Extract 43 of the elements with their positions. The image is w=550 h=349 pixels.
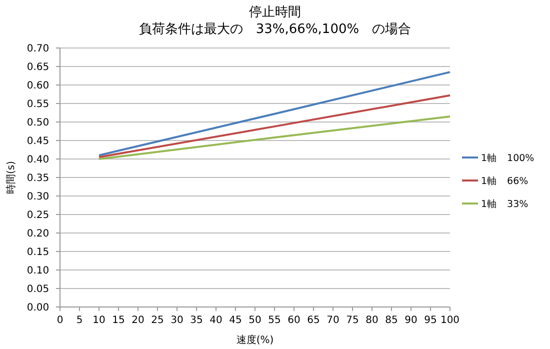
x-tick-label: 95 — [424, 315, 437, 326]
y-tick-label: 0.70 — [26, 44, 50, 54]
y-tick-label: 0.35 — [26, 173, 50, 184]
x-tick-label: 20 — [132, 315, 144, 326]
legend-label: 1軸 100% — [481, 152, 534, 164]
x-tick-label: 70 — [326, 315, 340, 326]
x-tick-label: 35 — [190, 315, 203, 326]
legend-label: 1軸 66% — [481, 174, 528, 187]
x-axis-title: 速度(%) — [236, 334, 274, 346]
x-tick-label: 100 — [440, 315, 460, 326]
y-tick-label: 0.05 — [26, 284, 50, 295]
x-tick-label: 55 — [268, 315, 281, 326]
y-tick-label: 0.45 — [26, 136, 50, 147]
x-tick-label: 50 — [248, 315, 262, 326]
y-tick-label: 0.40 — [26, 154, 50, 166]
y-tick-label: 0.50 — [26, 118, 50, 128]
y-tick-label: 0.15 — [26, 247, 50, 258]
x-tick-label: 80 — [366, 315, 378, 326]
y-tick-label: 0.60 — [26, 80, 50, 92]
x-tick-label: 25 — [151, 315, 164, 326]
x-tick-label: 45 — [229, 315, 242, 326]
y-axis-title: 時間(s) — [5, 160, 17, 194]
x-tick-label: 85 — [385, 315, 398, 326]
x-tick-label: 10 — [92, 315, 106, 326]
x-tick-label: 5 — [76, 315, 83, 326]
x-tick-label: 75 — [346, 315, 359, 326]
x-tick-label: 90 — [404, 315, 418, 326]
y-tick-label: 0.65 — [26, 62, 50, 73]
y-tick-label: 0.30 — [26, 192, 50, 202]
chart-title: 停止時間 — [249, 5, 301, 20]
chart-subtitle: 負荷条件は最大の 33%,66%,100% の場合 — [138, 22, 412, 37]
x-tick-label: 40 — [210, 315, 222, 326]
y-tick-label: 0.20 — [26, 228, 50, 240]
y-tick-label: 0.25 — [26, 210, 50, 221]
y-tick-label: 0.00 — [26, 302, 50, 314]
x-tick-label: 60 — [288, 315, 300, 326]
x-tick-label: 15 — [112, 315, 125, 326]
y-tick-label: 0.55 — [26, 99, 50, 110]
x-tick-label: 65 — [307, 315, 320, 326]
y-tick-label: 0.10 — [26, 266, 50, 276]
x-tick-label: 0 — [56, 315, 64, 326]
legend-label: 1軸 33% — [481, 198, 528, 210]
x-tick-label: 30 — [170, 315, 184, 326]
